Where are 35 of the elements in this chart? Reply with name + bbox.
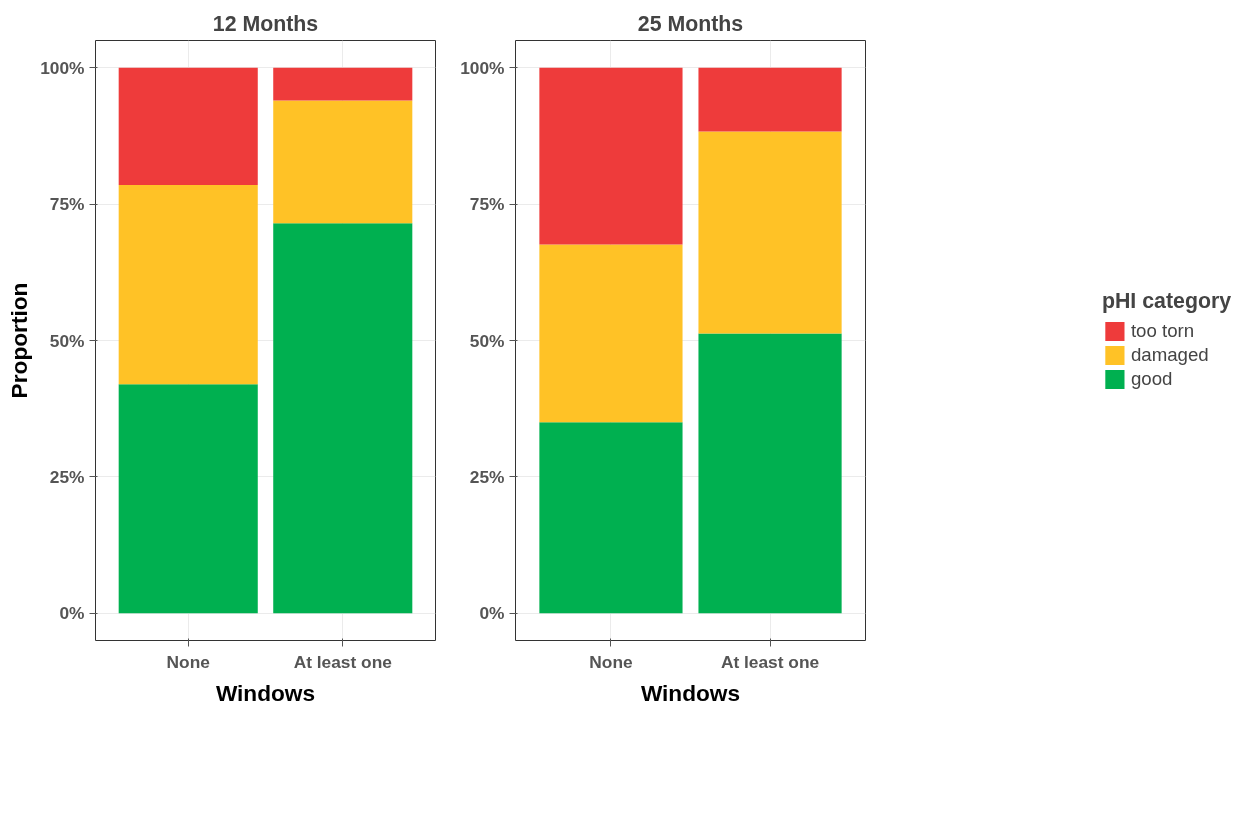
y-tick-label: 100%: [40, 57, 85, 78]
bar: [539, 244, 683, 423]
bar: [539, 67, 683, 245]
y-tick-label: 50%: [49, 330, 85, 351]
bar: [539, 422, 683, 614]
legend-label: too torn: [1130, 320, 1195, 342]
y-tick-label: 0%: [59, 603, 85, 624]
x-axis-title: Windows: [640, 679, 741, 706]
bar: [698, 67, 842, 132]
y-tick-label: 0%: [479, 603, 505, 624]
y-tick-label: 50%: [469, 330, 505, 351]
bar: [118, 384, 258, 614]
bar: [698, 131, 842, 334]
x-tick-label: None: [589, 651, 633, 672]
y-tick-label: 25%: [49, 466, 85, 487]
y-tick-label: 75%: [49, 194, 85, 215]
chart-title: 12 Months: [212, 11, 319, 36]
x-tick-label: At least one: [293, 651, 393, 672]
chart-title: 25 Months: [637, 11, 744, 36]
bar: [698, 333, 842, 614]
legend-label: damaged: [1130, 344, 1209, 366]
bar: [273, 100, 413, 224]
y-tick-label: 25%: [469, 466, 505, 487]
y-tick-label: 100%: [460, 57, 505, 78]
legend-label: good: [1130, 368, 1173, 390]
x-axis-title: Windows: [215, 679, 316, 706]
x-tick-label: At least one: [720, 651, 820, 672]
y-axis-title: Proportion: [6, 282, 33, 399]
y-tick-label: 75%: [469, 194, 505, 215]
x-tick-label: None: [166, 651, 211, 672]
bar: [273, 67, 413, 101]
bar: [118, 67, 258, 186]
bar: [118, 185, 258, 385]
bar: [273, 223, 413, 614]
legend-title: pHI category: [1101, 289, 1232, 314]
